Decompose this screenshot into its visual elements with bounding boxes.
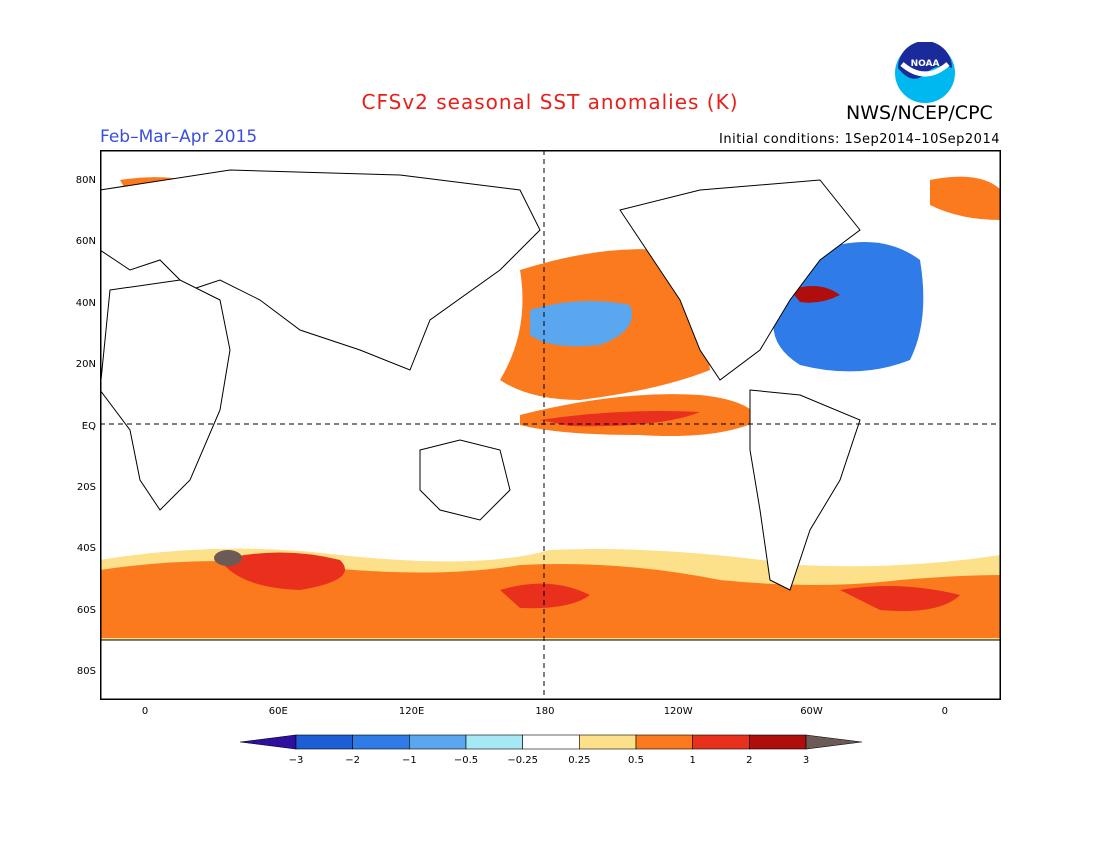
colorbar-label: −2 xyxy=(345,755,360,766)
colorbar-label: 1 xyxy=(689,755,695,766)
lat-tick-label: 80N xyxy=(75,175,96,186)
eurasia-outline xyxy=(100,169,541,371)
lat-tick-label: 20S xyxy=(76,482,96,493)
south-america-outline xyxy=(749,389,861,591)
colorbar-swatch xyxy=(749,734,807,750)
colorbar: −3 −2 −1 −0.5 −0.25 0.25 0.5 1 2 3 xyxy=(240,734,862,766)
colorbar-label: −3 xyxy=(289,755,304,766)
colorbar-label: 0.25 xyxy=(568,755,590,766)
noaa-logo: NOAA xyxy=(895,42,955,103)
sst-anomaly-map xyxy=(100,150,1001,700)
australia-outline xyxy=(419,439,511,521)
lon-tick-label: 0 xyxy=(141,706,149,717)
initial-conditions: Initial conditions: 1Sep2014–10Sep2014 xyxy=(719,132,1000,147)
colorbar-swatch xyxy=(579,734,637,750)
lon-tick-label: 120W xyxy=(663,706,693,717)
colorbar-arrow-high xyxy=(805,734,862,750)
lat-tick-label: 80S xyxy=(76,666,96,678)
north-atlantic-warm-patch xyxy=(790,286,840,303)
lat-tick-label: 40N xyxy=(75,297,96,309)
lat-tick-label: 60N xyxy=(75,236,96,248)
lon-tick-label: 60E xyxy=(268,706,288,717)
colorbar-swatch xyxy=(635,734,693,750)
colorbar-label: −0.5 xyxy=(454,755,478,766)
north-pacific-cool xyxy=(530,301,632,347)
lat-tick-label: 40S xyxy=(76,543,96,555)
lon-tick-label: 0 xyxy=(941,706,948,717)
colorbar-swatch xyxy=(409,734,467,750)
lon-tick-label: 60W xyxy=(800,706,823,717)
north-atlantic-cool xyxy=(773,242,924,372)
lon-tick-label: 180 xyxy=(535,706,555,717)
antarctica-outline xyxy=(100,639,1001,700)
equatorial-pacific-red xyxy=(540,411,700,427)
forecast-period: Feb–Mar–Apr 2015 xyxy=(100,127,258,147)
lat-tick-label: 20N xyxy=(75,359,96,371)
colorbar-label: 3 xyxy=(803,755,809,766)
colorbar-swatch xyxy=(352,734,410,750)
southern-ocean-anomaly-red xyxy=(220,552,960,611)
colorbar-swatch xyxy=(692,734,750,750)
noaa-logo-text: NOAA xyxy=(911,59,940,69)
colorbar-label: 2 xyxy=(746,755,752,766)
lon-tick-label: 120E xyxy=(398,706,425,717)
colorbar-label: 0.5 xyxy=(628,755,644,766)
north-america-outline xyxy=(619,179,861,381)
map-title: CFSv2 seasonal SST anomalies (K) xyxy=(361,90,739,114)
colorbar-label: −0.25 xyxy=(507,755,538,766)
africa-outline xyxy=(100,279,231,511)
southern-indian-ocean-extreme xyxy=(214,550,242,566)
agency-label: NWS/NCEP/CPC xyxy=(846,102,993,124)
lat-tick-label: EQ xyxy=(81,420,96,432)
colorbar-arrow-low xyxy=(240,734,297,750)
colorbar-label: −1 xyxy=(402,755,417,766)
colorbar-swatch xyxy=(465,734,523,750)
map-frame xyxy=(100,150,1001,700)
lat-tick-label: 60S xyxy=(76,604,96,616)
colorbar-swatch xyxy=(295,734,353,750)
colorbar-swatch xyxy=(522,734,580,750)
continent-outlines xyxy=(100,169,1001,700)
